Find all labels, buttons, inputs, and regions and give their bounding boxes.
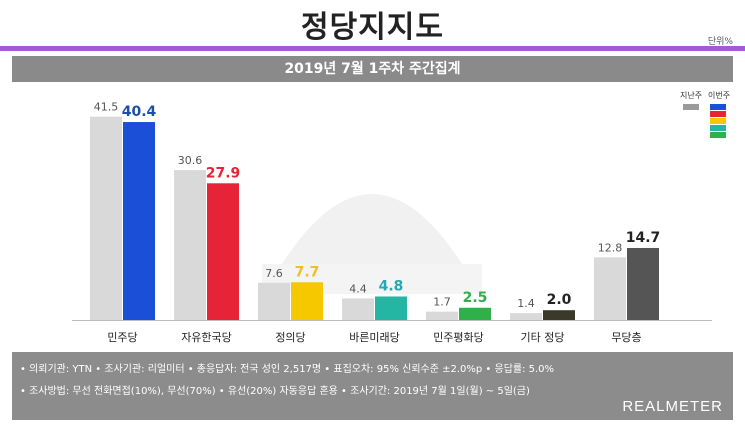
category-label-4: 민주평화당	[433, 331, 484, 344]
bar-prev-1	[174, 170, 206, 320]
label-prev-0: 41.5	[94, 101, 119, 114]
legend-swatch-blue	[710, 104, 726, 110]
party-support-chart: 41.5 40.4 민주당 30.627.9 자유한국당 7.6 7.7 정의당 4.4 4.8 바…	[72, 101, 712, 344]
bar-curr-0	[123, 122, 155, 320]
label-curr-1: 27.9	[206, 165, 241, 181]
header-divider	[0, 46, 745, 51]
category-label-2: 정의당	[275, 331, 305, 344]
chart-subtitle: 2019년 7월 1주차 주간집계	[284, 61, 461, 77]
label-curr-6: 14.7	[626, 230, 661, 246]
bar-prev-4	[426, 311, 458, 320]
label-prev-5: 1.4	[517, 297, 535, 310]
brand-logo: REALMETER	[622, 398, 723, 415]
label-prev-6: 12.8	[598, 241, 623, 254]
label-prev-1: 30.6	[178, 154, 203, 167]
survey-info-footer	[12, 352, 733, 420]
legend-prev-label: 지난주	[680, 91, 703, 100]
subtitle-band	[12, 56, 733, 82]
legend-prev-swatch	[683, 104, 699, 110]
label-curr-0: 40.4	[122, 104, 157, 120]
bar-prev-2	[258, 282, 290, 320]
bar-curr-2	[291, 282, 323, 320]
survey-info-line2: • 조사방법: 무선 전화면접(10%), 무선(70%) • 유선(20%) …	[20, 386, 530, 397]
page-title: 정당지지도	[301, 10, 444, 45]
bar-curr-1	[207, 183, 239, 320]
bar-prev-5	[510, 313, 542, 320]
bar-prev-6	[594, 257, 626, 320]
bar-curr-3	[375, 296, 407, 320]
unit-label: 단위%	[707, 37, 733, 47]
category-label-1: 자유한국당	[181, 331, 232, 344]
watermark-dome	[282, 194, 462, 264]
label-curr-5: 2.0	[547, 292, 572, 308]
category-label-5: 기타 정당	[521, 331, 565, 344]
label-curr-2: 7.7	[295, 264, 320, 280]
label-prev-4: 1.7	[433, 296, 451, 309]
bar-curr-6	[627, 247, 659, 320]
survey-info-line1: • 의뢰기관: YTN • 조사기관: 리얼미터 • 총응답자: 전국 성인 2…	[20, 364, 555, 375]
category-label-6: 무당층	[611, 331, 641, 344]
category-label-3: 바른미래당	[349, 331, 400, 344]
label-prev-3: 4.4	[349, 282, 367, 295]
bar-prev-0	[90, 116, 122, 321]
legend-swatch-yellow	[710, 118, 726, 124]
bar-curr-4	[459, 307, 491, 320]
bar-prev-3	[342, 298, 374, 320]
legend-swatch-green	[710, 132, 726, 138]
category-label-0: 민주당	[107, 331, 137, 344]
bar-curr-5	[543, 310, 575, 320]
label-curr-3: 4.8	[379, 278, 404, 294]
legend-swatch-teal	[710, 125, 726, 131]
legend-swatch-red	[710, 111, 726, 117]
legend-curr-label: 이번주	[708, 91, 731, 100]
label-curr-4: 2.5	[463, 290, 488, 306]
label-prev-2: 7.6	[265, 267, 283, 280]
